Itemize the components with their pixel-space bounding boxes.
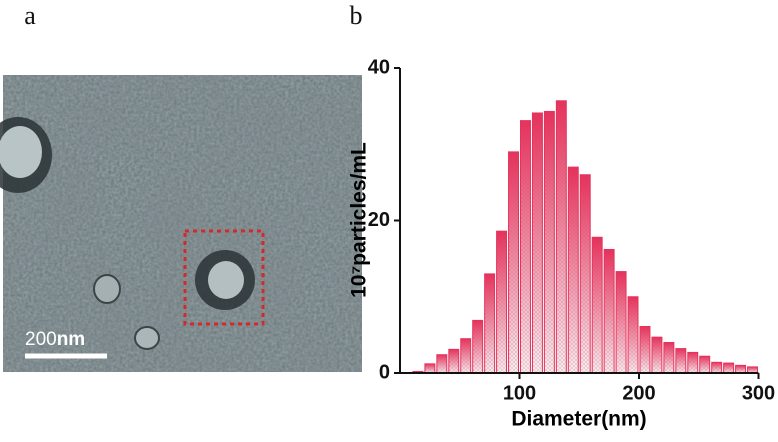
bar-hatch [472,320,483,373]
bar-hatch [580,174,591,373]
x-axis-label: Diameter(nm) [511,408,646,431]
panel-label: b [350,1,363,30]
bar-hatch [711,362,722,373]
bar-hatch [424,363,435,373]
bar-hatch [556,100,567,373]
scale-bar-label: 200nm [25,329,85,350]
bar-hatch [604,249,615,373]
y-tick-label: 0 [379,361,390,383]
bar-hatch [675,348,686,373]
tem-image: 200nm [0,75,362,372]
bar-hatch [460,338,471,373]
bar-hatch [532,112,543,374]
bar-hatch [508,151,519,373]
x-tick-label: 200 [622,382,655,404]
bar-hatch [651,337,662,373]
bar-hatch [616,271,627,373]
bar-hatch [747,366,758,373]
chart: Diameter(nm) 10⁷particles/mL 0 20 40 100 200… [348,56,776,430]
bar-hatch [592,237,603,373]
bar-hatch [640,326,650,373]
bar-hatch [663,342,674,373]
bar-hatch [723,363,734,373]
x-tick-label: 300 [742,382,775,404]
bar-hatch [448,349,459,373]
bar-hatch [436,354,447,373]
bar-hatch [699,356,710,373]
scale-bar-number: 200 [25,329,57,350]
bar-hatch [628,296,638,373]
bar-hatch [568,167,579,373]
x-tick-label: 100 [503,382,536,404]
bar-hatch [544,111,555,374]
panel-label: a [24,1,36,30]
bar-hatch [496,231,507,373]
bar-hatch [520,120,531,373]
bar-hatch [484,273,495,373]
y-tick-label: 40 [368,56,390,78]
y-tick-label: 20 [368,209,390,231]
scale-bar-unit: nm [57,329,86,350]
bar-hatch [735,365,746,373]
y-axis-label: 10⁷particles/mL [348,142,371,298]
bar-hatch [687,352,698,373]
